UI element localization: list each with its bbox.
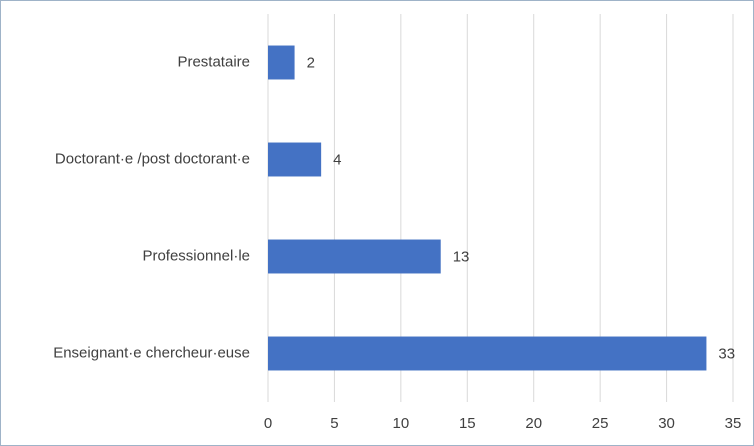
y-tick-label: Professionnel·le	[142, 247, 250, 264]
bar	[268, 336, 707, 371]
data-label: 13	[453, 248, 470, 265]
x-tick-label: 20	[525, 415, 542, 432]
x-tick-label: 0	[264, 415, 272, 432]
y-tick-label: Doctorant·e /post doctorant·e	[55, 150, 250, 167]
bar	[268, 45, 295, 80]
x-tick-label: 30	[658, 415, 675, 432]
bar	[268, 239, 441, 274]
x-tick-label: 15	[459, 415, 476, 432]
bar	[268, 142, 322, 177]
y-tick-label: Enseignant·e chercheur·euse	[53, 344, 250, 361]
data-label: 4	[333, 151, 341, 168]
x-tick-label: 25	[592, 415, 609, 432]
data-label: 2	[307, 54, 315, 71]
data-label: 33	[718, 345, 735, 362]
x-tick-label: 35	[725, 415, 742, 432]
x-tick-label: 10	[393, 415, 410, 432]
x-tick-label: 5	[330, 415, 338, 432]
y-tick-label: Prestataire	[177, 53, 250, 70]
